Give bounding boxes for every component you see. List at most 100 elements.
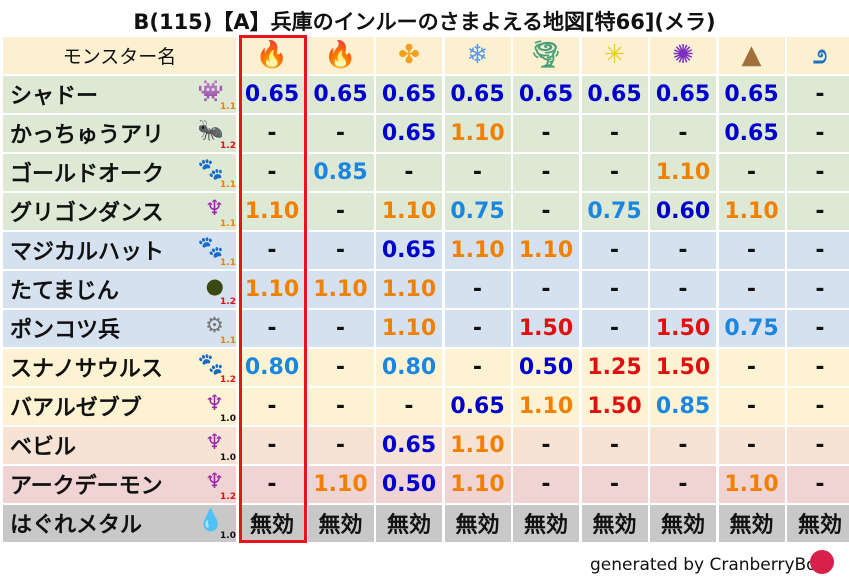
table-row: たてまじん ● 1.2 1.10 1.10 1.10- - - - - - (3, 271, 849, 308)
resistance-value: 1.10 (718, 466, 785, 503)
resistance-value: 1.10 (376, 310, 442, 347)
monster-name: はぐれメタル (10, 513, 143, 539)
table-row: スナノサウルス 🐾 1.2 0.80-0.80-0.50 1.25 1.50- - (3, 349, 849, 386)
resistance-value: 0.65 (581, 76, 648, 113)
monster-name: マジカルハット (10, 240, 165, 266)
monster-name-cell: スナノサウルス 🐾 1.2 (3, 349, 236, 386)
resistance-value: 0.50 (513, 349, 579, 386)
element-header-io: ✤ (376, 37, 442, 74)
resistance-value: 0.65 (376, 115, 442, 152)
resistance-value: - (307, 232, 374, 269)
resistance-value: 1.10 (239, 193, 305, 230)
multiplier: 1.1 (220, 218, 236, 229)
resistance-value: - (581, 466, 648, 503)
multiplier: 1.2 (220, 296, 236, 307)
resistance-value: 0.65 (513, 76, 579, 113)
resistance-value: - (787, 349, 849, 386)
resistance-value: - (787, 232, 849, 269)
page-title: B(115)【A】兵庫のインルーのさまよえる地図[特66](メラ) (133, 10, 716, 34)
resistance-value: 無効 (307, 505, 374, 542)
resistance-value: - (513, 466, 579, 503)
multiplier: 1.0 (220, 413, 236, 424)
resistance-value: 無効 (787, 505, 849, 542)
resistance-value: - (239, 154, 305, 191)
resistance-value: 0.65 (650, 76, 716, 113)
resistance-value: 0.80 (376, 349, 442, 386)
multiplier: 1.0 (220, 530, 236, 541)
resistance-value: 0.85 (650, 388, 716, 425)
element-header-jibaria: ▲ (718, 37, 785, 74)
element-header-mera: 🔥 (239, 37, 305, 74)
resistance-value: - (307, 388, 374, 425)
monster-name: かっちゅうアリ (10, 123, 165, 149)
resistance-value: 0.75 (444, 193, 511, 230)
monster-name: ポンコツ兵 (10, 318, 121, 344)
resistance-value: - (787, 466, 849, 503)
multiplier: 1.1 (220, 257, 236, 268)
resistance-value: 0.65 (376, 427, 442, 464)
table-row: ポンコツ兵 ⚙ 1.1- -1.10-1.50-1.50 0.75- (3, 310, 849, 347)
resistance-value: 0.65 (239, 76, 305, 113)
paw-icon: 🐾 (197, 235, 224, 259)
resistance-value: - (718, 349, 785, 386)
header-row: モンスター名 🔥 🔥 ✤ ❄ 🌪 ✳ ✺ ▲ ೨ (3, 37, 849, 74)
resistance-value: 1.10 (376, 271, 442, 308)
resistance-value: 0.65 (376, 76, 442, 113)
resistance-value: - (650, 232, 716, 269)
resistance-value: 無効 (376, 505, 442, 542)
monster-name-cell: たてまじん ● 1.2 (3, 271, 236, 308)
tornado-icon: 🌪 (529, 40, 563, 71)
monster-name: たてまじん (10, 279, 119, 305)
resistance-value: - (581, 232, 648, 269)
resistance-value: 1.10 (444, 427, 511, 464)
multiplier: 1.1 (220, 101, 236, 112)
table-row: はぐれメタル 💧 1.0 無効 無効 無効 無効 無効 無効 無効 無効 無効 (3, 505, 849, 542)
multiplier: 1.1 (220, 335, 236, 346)
resistance-value: - (650, 271, 716, 308)
resistance-value: - (581, 154, 648, 191)
multiplier: 1.0 (220, 452, 236, 463)
resistance-value: - (718, 154, 785, 191)
monster-name: シャドー (10, 84, 99, 110)
resistance-value: 1.10 (376, 193, 442, 230)
multiplier: 1.1 (220, 179, 236, 190)
element-header-gira: 🔥 (307, 37, 374, 74)
resistance-value: 無効 (581, 505, 648, 542)
resistance-value: - (787, 310, 849, 347)
monster-name: ベビル (10, 435, 77, 461)
gear-icon: ⚙ (205, 313, 224, 337)
resistance-value: 1.10 (513, 388, 579, 425)
resistance-value: - (444, 349, 511, 386)
slime-icon: 💧 (197, 508, 224, 532)
resistance-value: - (718, 271, 785, 308)
resistance-value: - (307, 310, 374, 347)
resistance-value: 1.10 (307, 466, 374, 503)
flame-icon: 🔥 (324, 40, 357, 71)
resistance-value: - (239, 466, 305, 503)
table-row: マジカルハット 🐾 1.1- -0.65 1.10 1.10- - - - (3, 232, 849, 269)
resistance-value: - (787, 388, 849, 425)
resistance-value: - (307, 427, 374, 464)
resistance-value: - (376, 154, 442, 191)
resistance-value: - (718, 388, 785, 425)
resistance-value: 無効 (718, 505, 785, 542)
demon-icon: ♆ (205, 391, 224, 415)
resistance-value: - (239, 115, 305, 152)
resistance-value: 1.50 (513, 310, 579, 347)
element-header-hyado: ❄ (444, 37, 511, 74)
resistance-value: 1.50 (650, 310, 716, 347)
resistance-value: 無効 (513, 505, 579, 542)
element-header-bagi: 🌪 (513, 37, 579, 74)
resistance-value: - (513, 115, 579, 152)
resistance-value: - (239, 232, 305, 269)
insect-icon: 🐜 (197, 118, 224, 142)
monster-name-cell: かっちゅうアリ 🐜 1.2 (3, 115, 236, 152)
table-row: シャドー 👾 1.1 0.65 0.65 0.65 0.65 0.65 0.65 0.65 0.… (3, 76, 849, 113)
explosion-icon: ✤ (398, 40, 420, 71)
monster-name: ゴールドオーク (10, 162, 165, 188)
resistance-value: - (581, 271, 648, 308)
resistance-value: 0.80 (239, 349, 305, 386)
resistance-value: - (581, 310, 648, 347)
resistance-value: - (513, 193, 579, 230)
monster-name-cell: ゴールドオーク 🐾 1.1 (3, 154, 236, 191)
